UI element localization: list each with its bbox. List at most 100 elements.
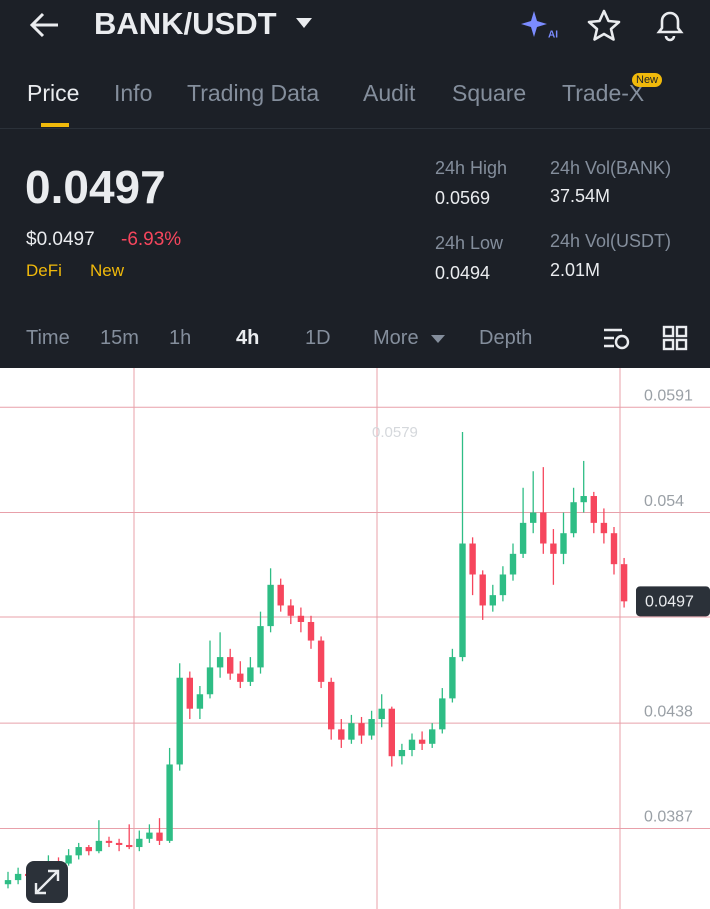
candle-body (85, 847, 92, 852)
pair-title[interactable]: BANK/USDT (94, 6, 277, 41)
candle-body (206, 667, 214, 695)
candle-body (439, 698, 446, 730)
stat-value: 37.54M (550, 186, 611, 206)
candle-body (610, 533, 618, 565)
candle-body (590, 496, 597, 523)
candle-body (166, 764, 173, 841)
candle-body (126, 844, 133, 848)
stat-value: 0.0494 (435, 263, 491, 283)
tag[interactable]: New (90, 261, 125, 280)
candle-body (459, 543, 466, 658)
more-caret (431, 335, 445, 343)
candle-body (4, 880, 12, 885)
expand-button[interactable] (26, 861, 68, 903)
y-tick-label: 0.054 (644, 493, 684, 510)
stat-value: 0.0569 (435, 188, 491, 208)
usd-price: $0.0497 (26, 229, 95, 250)
candle-body (519, 522, 527, 554)
tab-indicator (41, 123, 69, 127)
candle-body (388, 708, 395, 757)
candle-body (317, 640, 325, 682)
tab[interactable]: Audit (363, 80, 416, 106)
candle-body (620, 564, 628, 602)
y-tick-label: 0.0438 (644, 703, 693, 720)
candle-body (216, 657, 224, 668)
candle-body (348, 723, 355, 740)
tab[interactable]: Price (27, 80, 80, 106)
tab[interactable]: Trade-X (562, 80, 645, 106)
candlestick-chart: 0.0579 0.0591 0.054 0.0438 0.0387 0.0497 (0, 368, 710, 909)
pair-caret[interactable] (294, 16, 314, 30)
candle-body (338, 729, 345, 740)
candle-body (489, 595, 496, 606)
candle-body (509, 553, 517, 575)
svg-text:AI: AI (548, 30, 558, 41)
last-price-tag (636, 586, 710, 617)
favorite-icon[interactable] (586, 8, 622, 42)
tab[interactable]: Info (114, 80, 153, 106)
candle-body (550, 543, 557, 554)
candle-body (328, 681, 335, 730)
candle-body (449, 657, 456, 699)
header-panel: BANK/USDT AI Price Info Trading Data Aud… (0, 0, 710, 368)
tab[interactable]: Trading Data (187, 80, 320, 106)
candle-body (358, 723, 365, 736)
candle-body (600, 522, 608, 534)
candle-body (105, 840, 113, 843)
stat-label: 24h High (435, 158, 508, 178)
expand-icon (34, 869, 60, 895)
indicator-icon[interactable] (602, 324, 632, 354)
layout-icon[interactable] (662, 325, 690, 353)
candle-body (176, 677, 183, 765)
candle-body (418, 739, 426, 744)
candle-body (287, 605, 294, 616)
candle-body (95, 840, 103, 852)
candle-body (75, 847, 82, 856)
last-price: 0.0497 (25, 161, 166, 213)
interval[interactable]: 15m (100, 327, 139, 349)
ai-icon[interactable]: AI (518, 8, 558, 42)
candle-body (156, 832, 163, 841)
interval[interactable]: 4h (236, 327, 260, 349)
new-badge: New (632, 73, 663, 87)
interval[interactable]: More (373, 327, 419, 349)
candle-body (146, 832, 153, 839)
back-button[interactable] (28, 10, 62, 40)
candle-body (196, 694, 204, 709)
interval[interactable]: Time (26, 327, 70, 349)
interval[interactable]: 1h (169, 327, 192, 349)
candle-body (378, 708, 385, 720)
y-tick-label: 0.0387 (644, 809, 693, 826)
interval[interactable]: Depth (479, 327, 533, 349)
y-tick-label: 0.0591 (644, 387, 693, 404)
candle-body (560, 533, 567, 554)
divider (0, 128, 710, 129)
candle-body (237, 673, 244, 682)
candle-body (227, 657, 234, 674)
candle-body (408, 739, 416, 751)
candle-body (14, 873, 22, 881)
candle-body (530, 512, 537, 523)
candle-body (368, 719, 375, 736)
last-price-label: 0.0497 (645, 594, 694, 611)
tag[interactable]: DeFi (26, 261, 62, 280)
candle-body (65, 855, 72, 864)
candle-body (429, 729, 436, 744)
stat-label: 24h Vol(BANK) (550, 158, 672, 178)
candle-body (398, 750, 406, 757)
stat-label: 24h Low (435, 233, 504, 253)
interval[interactable]: 1D (305, 327, 331, 349)
stat-label: 24h Vol(USDT) (550, 231, 672, 251)
stat-value: 2.01M (550, 260, 601, 280)
candle-body (570, 502, 577, 534)
candle-body (307, 621, 315, 641)
tab[interactable]: Square (452, 80, 527, 106)
candle-body (257, 626, 264, 668)
bell-icon[interactable] (652, 6, 688, 42)
candle-body (297, 615, 305, 622)
candle-body (479, 574, 486, 606)
candle-body (136, 838, 143, 848)
candle-body (115, 842, 123, 845)
candle-body (540, 512, 547, 544)
